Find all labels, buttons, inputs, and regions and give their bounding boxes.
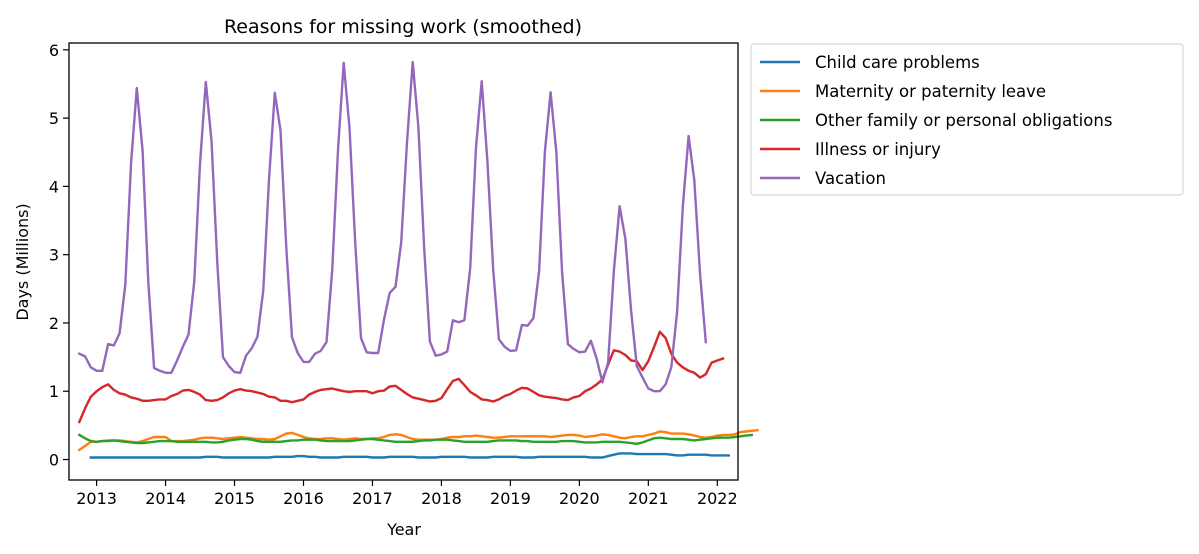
legend-box bbox=[750, 43, 1184, 196]
x-tick-label: 2017 bbox=[352, 489, 393, 508]
x-tick-label: 2020 bbox=[559, 489, 600, 508]
y-tick-label: 5 bbox=[49, 109, 59, 128]
series-line-vacation bbox=[77, 60, 708, 393]
series-line-illness-or-injury bbox=[77, 330, 725, 424]
y-tick-label: 0 bbox=[49, 451, 59, 470]
legend-label-child-care-problems: Child care problems bbox=[815, 53, 980, 72]
legend: Child care problems Maternity or paternit… bbox=[750, 43, 1184, 196]
y-tick-label: 6 bbox=[49, 41, 59, 60]
y-tick-label: 4 bbox=[49, 177, 59, 196]
plot-frame bbox=[68, 42, 739, 481]
x-tick-label: 2019 bbox=[490, 489, 531, 508]
x-tick-label: 2016 bbox=[283, 489, 324, 508]
y-tick-label: 1 bbox=[49, 382, 59, 401]
series-line-other-family-or-personal-obligations bbox=[77, 433, 754, 445]
legend-label-other-family-or-personal-obligations: Other family or personal obligations bbox=[815, 111, 1112, 130]
chart-title: Reasons for missing work (smoothed) bbox=[224, 16, 582, 38]
legend-label-maternity-or-paternity-leave: Maternity or paternity leave bbox=[815, 82, 1046, 101]
x-tick-label: 2015 bbox=[214, 489, 255, 508]
x-tick-label: 2018 bbox=[421, 489, 462, 508]
x-tick-label: 2021 bbox=[628, 489, 669, 508]
y-tick-label: 2 bbox=[49, 314, 59, 333]
legend-label-vacation: Vacation bbox=[815, 169, 886, 188]
y-axis: 0 1 2 3 4 5 6 bbox=[49, 41, 69, 470]
x-tick-label: 2014 bbox=[145, 489, 186, 508]
plot-lines bbox=[77, 60, 759, 459]
y-tick-label: 3 bbox=[49, 246, 59, 265]
series-line-maternity-or-paternity-leave bbox=[77, 428, 759, 452]
x-tick-label: 2013 bbox=[76, 489, 117, 508]
x-tick-label: 2022 bbox=[697, 489, 738, 508]
x-axis-title: Year bbox=[386, 520, 421, 539]
series-line-child-care-problems bbox=[89, 452, 730, 459]
y-axis-title: Days (Millions) bbox=[13, 203, 32, 320]
x-axis: 2013 2014 2015 2016 2017 2018 2019 2020 2021 2022 bbox=[76, 480, 738, 508]
legend-label-illness-or-injury: Illness or injury bbox=[815, 140, 941, 159]
